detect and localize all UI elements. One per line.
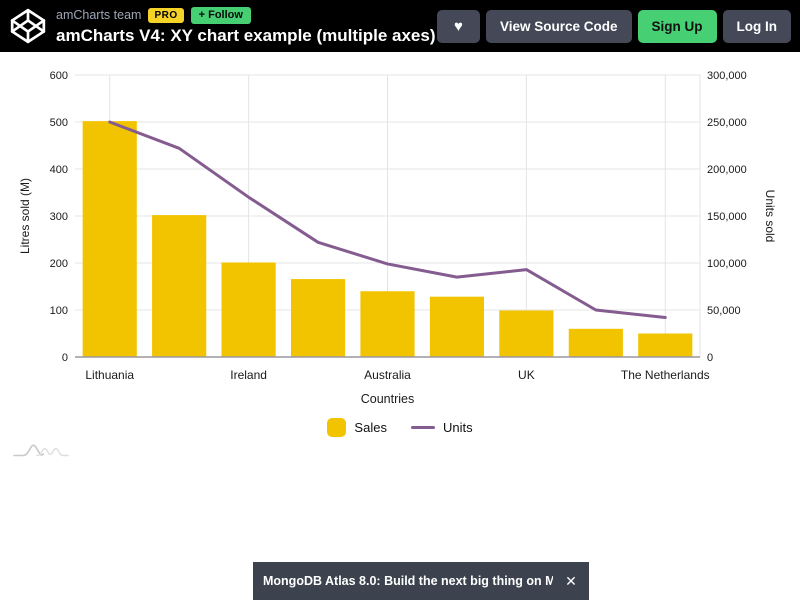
signup-button[interactable]: Sign Up <box>637 9 717 43</box>
bar-Australia[interactable] <box>360 291 415 357</box>
view-source-button[interactable]: View Source Code <box>485 9 632 43</box>
ad-banner: MongoDB Atlas 8.0: Build the next big th… <box>211 562 589 600</box>
right-axis-tick-label: 100,000 <box>707 258 747 270</box>
left-axis-tick-label: 100 <box>50 305 68 317</box>
bar-Ireland[interactable] <box>221 262 276 357</box>
right-axis-tick-label: 150,000 <box>707 211 747 223</box>
left-axis-tick-label: 300 <box>50 211 68 223</box>
heart-icon: ♥ <box>454 17 463 35</box>
follow-button[interactable]: + Follow <box>190 6 251 24</box>
legend-marker-square <box>327 417 347 437</box>
codepen-logo[interactable] <box>8 6 48 46</box>
bar-Austria[interactable] <box>429 296 485 357</box>
x-axis-category-label: The Netherlands <box>621 368 710 382</box>
right-axis-tick-label: 250,000 <box>707 117 747 129</box>
right-axis-title: Units sold <box>763 190 777 243</box>
ad-image-placeholder[interactable] <box>211 562 253 600</box>
codepen-header: amCharts team PRO + Follow amCharts V4: … <box>0 0 800 52</box>
login-button[interactable]: Log In <box>722 9 791 43</box>
left-axis-title: Litres sold (M) <box>18 178 32 254</box>
bar-Belgium[interactable] <box>568 328 623 357</box>
left-axis-tick-label: 400 <box>50 164 68 176</box>
ad-close-button[interactable]: ✕ <box>553 562 589 600</box>
left-axis-tick-label: 0 <box>62 352 68 364</box>
pen-title: amCharts V4: XY chart example (multiple … <box>56 26 436 45</box>
x-axis-category-label: Australia <box>364 368 411 382</box>
bar-Czechia[interactable] <box>152 215 207 357</box>
codepen-cube-icon <box>10 8 46 44</box>
pro-badge: PRO <box>148 7 184 23</box>
bar-UK[interactable] <box>499 310 554 357</box>
right-axis-tick-label: 300,000 <box>707 70 747 82</box>
x-axis-category-label: Lithuania <box>85 368 134 382</box>
close-icon: ✕ <box>565 572 577 589</box>
author-link[interactable]: amCharts team <box>56 8 142 22</box>
chart-legend: Sales Units <box>0 415 800 439</box>
ad-link[interactable]: MongoDB Atlas 8.0: Build the next big th… <box>253 562 589 600</box>
legend-item-sales[interactable]: Sales <box>327 417 387 437</box>
bar-The Netherlands[interactable] <box>638 333 693 358</box>
xy-chart: 0 0 100 50,000 200 100,000 300 150,000 400 200,00… <box>18 70 777 406</box>
right-axis-tick-label: 0 <box>707 352 713 364</box>
legend-label: Sales <box>354 419 387 435</box>
legend-label: Units <box>442 419 473 435</box>
left-axis-tick-label: 500 <box>50 117 68 129</box>
bar-Germany[interactable] <box>290 279 346 357</box>
ad-text: MongoDB Atlas 8.0: Build the next big th… <box>263 574 553 588</box>
right-axis-tick-label: 200,000 <box>707 164 747 176</box>
header-actions: ♥ View Source Code Sign Up Log In <box>436 9 791 43</box>
right-axis-tick-label: 50,000 <box>707 305 741 317</box>
x-axis-category-label: UK <box>518 368 535 382</box>
x-axis-category-label: Ireland <box>230 368 267 382</box>
legend-item-units[interactable]: Units <box>410 419 473 435</box>
pen-meta: amCharts team PRO + Follow amCharts V4: … <box>56 6 437 46</box>
love-button[interactable]: ♥ <box>436 9 480 43</box>
bar-Lithuania[interactable] <box>82 121 137 358</box>
left-axis-tick-label: 200 <box>50 258 68 270</box>
x-axis-title: Countries <box>361 392 415 406</box>
units-line[interactable] <box>108 120 667 320</box>
legend-marker-line <box>410 425 435 429</box>
amcharts-watermark-icon[interactable] <box>13 440 69 460</box>
chart-container: 0 0 100 50,000 200 100,000 300 150,000 400 200,00… <box>0 52 800 562</box>
left-axis-tick-label: 600 <box>50 70 68 82</box>
